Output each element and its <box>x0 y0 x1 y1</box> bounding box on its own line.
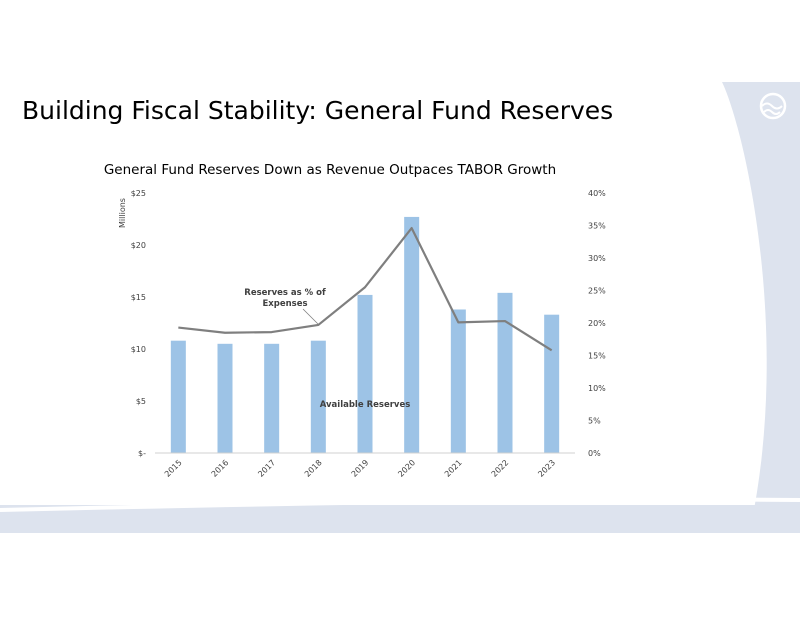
y-right-tick-label: 15% <box>588 352 606 361</box>
bar-2023 <box>544 314 560 453</box>
y-right-tick-label: 0% <box>588 449 601 458</box>
y-right-tick-label: 5% <box>588 417 601 426</box>
y-left-tick-label: $20 <box>131 241 146 250</box>
y-left-tick-label: $- <box>138 449 146 458</box>
bar-annotation: Available Reserves <box>320 400 411 410</box>
x-tick-label: 2016 <box>210 458 231 479</box>
bar-2017 <box>264 343 280 453</box>
y-left-tick-label: $5 <box>136 397 146 406</box>
bottom-band <box>0 505 800 533</box>
x-tick-label: 2022 <box>490 458 511 479</box>
y-left-tick-label: $25 <box>131 189 146 198</box>
x-tick-label: 2023 <box>536 458 557 479</box>
line-annotation-line1: Reserves as % of <box>244 288 326 298</box>
y-axis-left-ticks: $- $5 $10 $15 $20 $25 <box>131 189 146 458</box>
bar-2022 <box>497 292 513 453</box>
y-right-tick-label: 20% <box>588 319 606 328</box>
band-highlight <box>0 497 800 512</box>
line-series <box>178 227 553 352</box>
y-right-tick-label: 25% <box>588 287 606 296</box>
slide-title: Building Fiscal Stability: General Fund … <box>22 96 614 125</box>
bar-2021 <box>450 309 466 453</box>
chart-title: General Fund Reserves Down as Revenue Ou… <box>104 162 556 178</box>
bar-2019 <box>357 294 373 453</box>
y-right-tick-label: 35% <box>588 222 606 231</box>
x-tick-label: 2021 <box>443 458 464 479</box>
y-right-tick-label: 10% <box>588 384 606 393</box>
bar-series <box>170 216 560 453</box>
x-tick-label: 2018 <box>303 458 324 479</box>
bar-2020 <box>404 216 420 453</box>
right-side-panel <box>722 82 800 520</box>
line-annotation-line2: Expenses <box>262 299 307 309</box>
x-axis-ticks: 2015 2016 2017 2018 2019 2020 2021 2022 2023 <box>163 458 557 479</box>
y-axis-right-ticks: 0% 5% 10% 15% 20% 25% 30% 35% 40% <box>588 189 606 458</box>
x-tick-label: 2015 <box>163 458 184 479</box>
y-right-tick-label: 40% <box>588 189 606 198</box>
bar-2016 <box>217 343 233 453</box>
x-tick-label: 2017 <box>256 458 277 479</box>
y-axis-label: Millions <box>118 198 127 228</box>
y-left-tick-label: $15 <box>131 293 146 302</box>
y-left-tick-label: $10 <box>131 345 146 354</box>
bar-2018 <box>310 340 326 453</box>
x-tick-label: 2019 <box>350 458 371 479</box>
y-right-tick-label: 30% <box>588 254 606 263</box>
line-annotation-leader <box>302 308 319 325</box>
bar-2015 <box>170 340 186 453</box>
x-tick-label: 2020 <box>396 458 417 479</box>
wave-circle-icon <box>759 92 787 120</box>
